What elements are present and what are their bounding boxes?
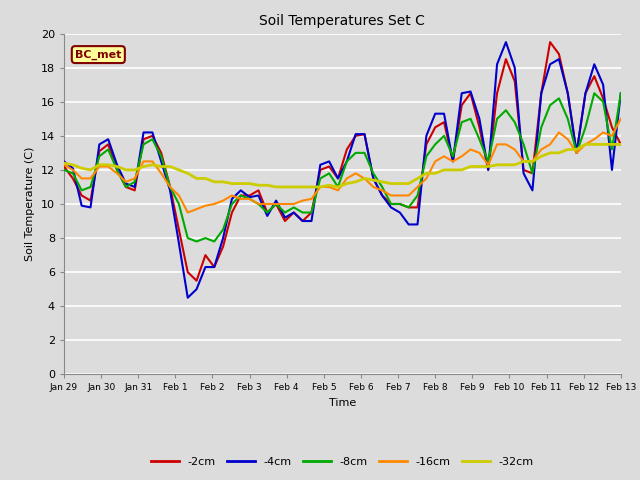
Legend: -2cm, -4cm, -8cm, -16cm, -32cm: -2cm, -4cm, -8cm, -16cm, -32cm <box>147 452 538 471</box>
Title: Soil Temperatures Set C: Soil Temperatures Set C <box>259 14 426 28</box>
Y-axis label: Soil Temperature (C): Soil Temperature (C) <box>26 147 35 261</box>
X-axis label: Time: Time <box>329 398 356 408</box>
Text: BC_met: BC_met <box>75 49 122 60</box>
